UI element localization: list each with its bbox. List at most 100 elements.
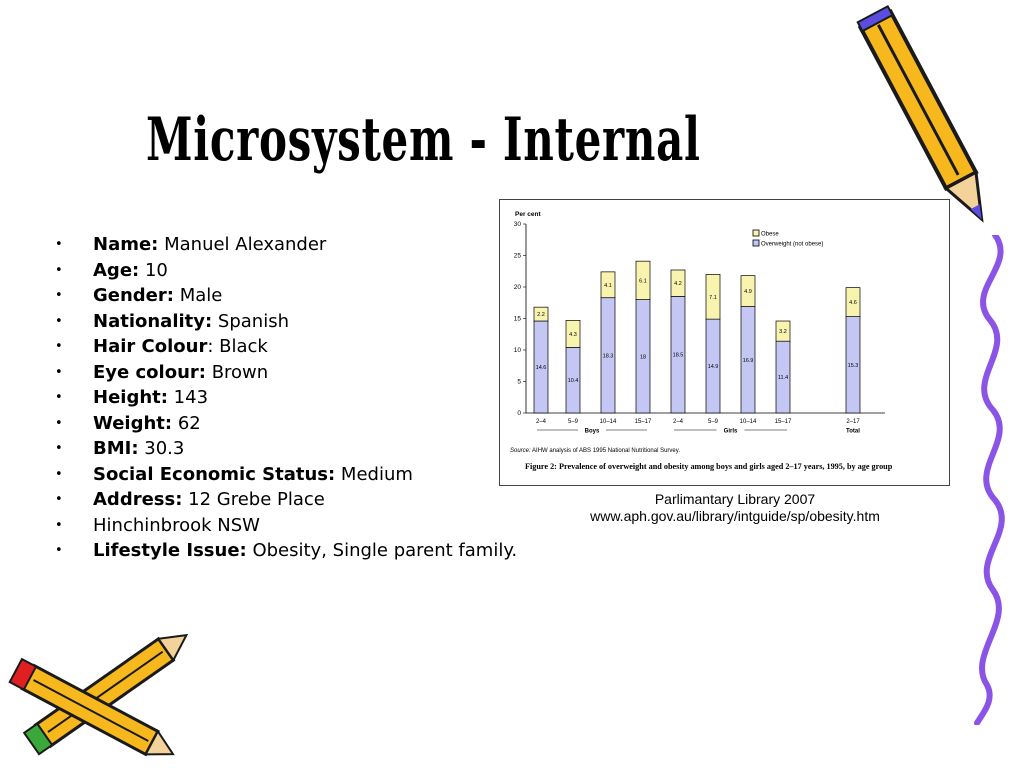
profile-item: • Gender: Male [55,283,517,309]
bar-obese [740,275,756,307]
x-tick-label: 10–14 [740,419,757,425]
legend-label: Obese [761,232,779,238]
bullet-icon: • [55,441,63,456]
profile-item: • Hinchinbrook NSW [55,513,517,539]
y-tick-label: 10 [514,347,522,354]
profile-item-value: 143 [167,387,209,408]
bar-obese-value: 4.1 [604,283,612,289]
profile-item: • Name: Manuel Alexander [55,232,517,258]
crossed-pencils-icon [8,633,189,757]
bullet-icon: • [55,288,63,303]
bullet-icon: • [55,313,63,329]
y-tick-label: 30 [514,221,522,228]
bullet-icon: • [55,517,63,533]
profile-item-value: : Black [207,336,268,357]
source-text: AIHW analysis of ABS 1995 National Nutri… [530,448,680,454]
profile-item-label: Weight: [93,412,173,434]
y-tick-label: 15 [514,316,522,323]
profile-item-value: 12 Grebe Place [182,489,325,510]
x-tick-label: 2–4 [673,419,684,425]
profile-item-label: Nationality: [93,310,213,332]
bar-overweight-value: 16.9 [743,358,754,364]
profile-item: • Hair Colour: Black [55,334,517,360]
y-tick-label: 25 [514,253,522,260]
profile-item: • BMI: 30.3 [55,436,517,462]
legend-swatch [752,239,760,247]
pencil-top-right-icon [856,4,984,223]
bar-obese-value: 3.2 [779,329,787,335]
profile-item: • Nationality: Spanish [55,309,517,335]
citation-url: www.aph.gov.au/library/intguide/sp/obesi… [590,508,880,524]
x-tick-label: 2–17 [846,419,860,425]
profile-item-value: Manuel Alexander [158,234,327,255]
bar-obese-value: 4.2 [674,281,682,287]
citation: Parlimantary Library 2007 www.aph.gov.au… [550,491,920,525]
bar-obese-value: 6.1 [639,278,647,284]
chart-frame: Per cent 0 5 10 15 20 25 30 14.6 2.2 10.4 4.3 18.3… [499,199,950,486]
profile-item-label: Eye colour: [93,361,206,383]
y-axis-label: Per cent [515,211,541,218]
y-tick-label: 5 [517,379,521,386]
profile-item-value: 10 [139,259,168,281]
bar-obese-value: 2.2 [537,312,545,318]
x-tick-label: 15–17 [775,419,792,425]
source-label: Source: [510,448,531,454]
group-label: Boys [585,429,600,435]
bar-obese-value: 4.3 [569,332,577,338]
profile-item-label: Address: [93,489,183,510]
profile-item: • Address: 12 Grebe Place [55,487,517,513]
legend-swatch [752,229,760,237]
x-tick-label: 5–9 [708,419,719,425]
bar-overweight-value: 18.3 [603,353,614,359]
profile-item: • Age: 10 [55,258,517,284]
chart-bars: 14.6 2.2 10.4 4.3 18.3 4.1 18 6.1 18.5 4.2 14.9 7.1… [533,260,861,414]
bullet-icon: • [55,237,63,252]
profile-item: • Weight: 62 [55,411,517,437]
bullet-icon: • [55,339,63,354]
bar-obese-value: 4.6 [849,300,857,306]
bar-obese [845,287,861,317]
x-tick-label: 15–17 [635,419,652,425]
bullet-icon: • [55,415,63,431]
figure-caption: Figure 2: Prevalence of overweight and o… [525,462,893,471]
bar-overweight-value: 18.5 [673,353,684,359]
profile-item-value: Male [173,285,223,306]
profile-item-label: Name: [93,234,159,255]
bar-overweight-value: 11.4 [778,375,788,381]
profile-item-value: Obesity, Single parent family. [246,540,518,561]
bar-obese-value: 7.1 [709,295,717,301]
bullet-icon: • [55,492,63,507]
profile-item-label: Age: [93,259,140,281]
obesity-bar-chart: Per cent 0 5 10 15 20 25 30 14.6 2.2 10.4 4.3 18.3… [514,211,885,435]
bullet-icon: • [55,390,63,405]
profile-item-label: Social Economic Status: [93,463,336,485]
chart-legend: Obese Overweight (not obese) [752,229,823,248]
bar-obese [705,274,721,320]
bar-overweight-value: 18 [640,354,646,360]
profile-item-value: Hinchinbrook NSW [93,514,260,536]
bullet-icon: • [55,466,63,482]
bar-obese [533,306,549,322]
bar-obese-value: 4.9 [744,289,752,295]
chart-source-note: Source: AIHW analysis of ABS 1995 Nation… [510,448,680,454]
bar-obese [600,271,616,299]
profile-item-value: Medium [335,463,413,485]
group-label: Girls [724,429,738,435]
profile-item-value: Spanish [212,310,290,332]
x-tick-label: 10–14 [600,419,617,425]
y-tick-label: 20 [514,284,522,291]
squiggle-line-icon [974,235,1005,725]
bar-overweight-value: 14.9 [708,364,719,370]
bar-overweight-value: 15.3 [848,363,859,369]
bullet-icon: • [55,262,63,278]
profile-list: • Name: Manuel Alexander • Age: 10 • Gender: … [55,232,517,564]
profile-item-value: 62 [172,412,201,434]
profile-item-value: 30.3 [138,438,185,459]
bar-obese [775,320,791,342]
bar-overweight-value: 14.6 [536,365,547,371]
profile-item: • Eye colour: Brown [55,360,517,386]
profile-item-label: Gender: [93,285,174,306]
bullet-icon: • [55,543,63,558]
chart-axes: 0 5 10 15 20 25 30 [514,221,885,417]
slide-title: Microsystem - Internal [146,105,701,175]
